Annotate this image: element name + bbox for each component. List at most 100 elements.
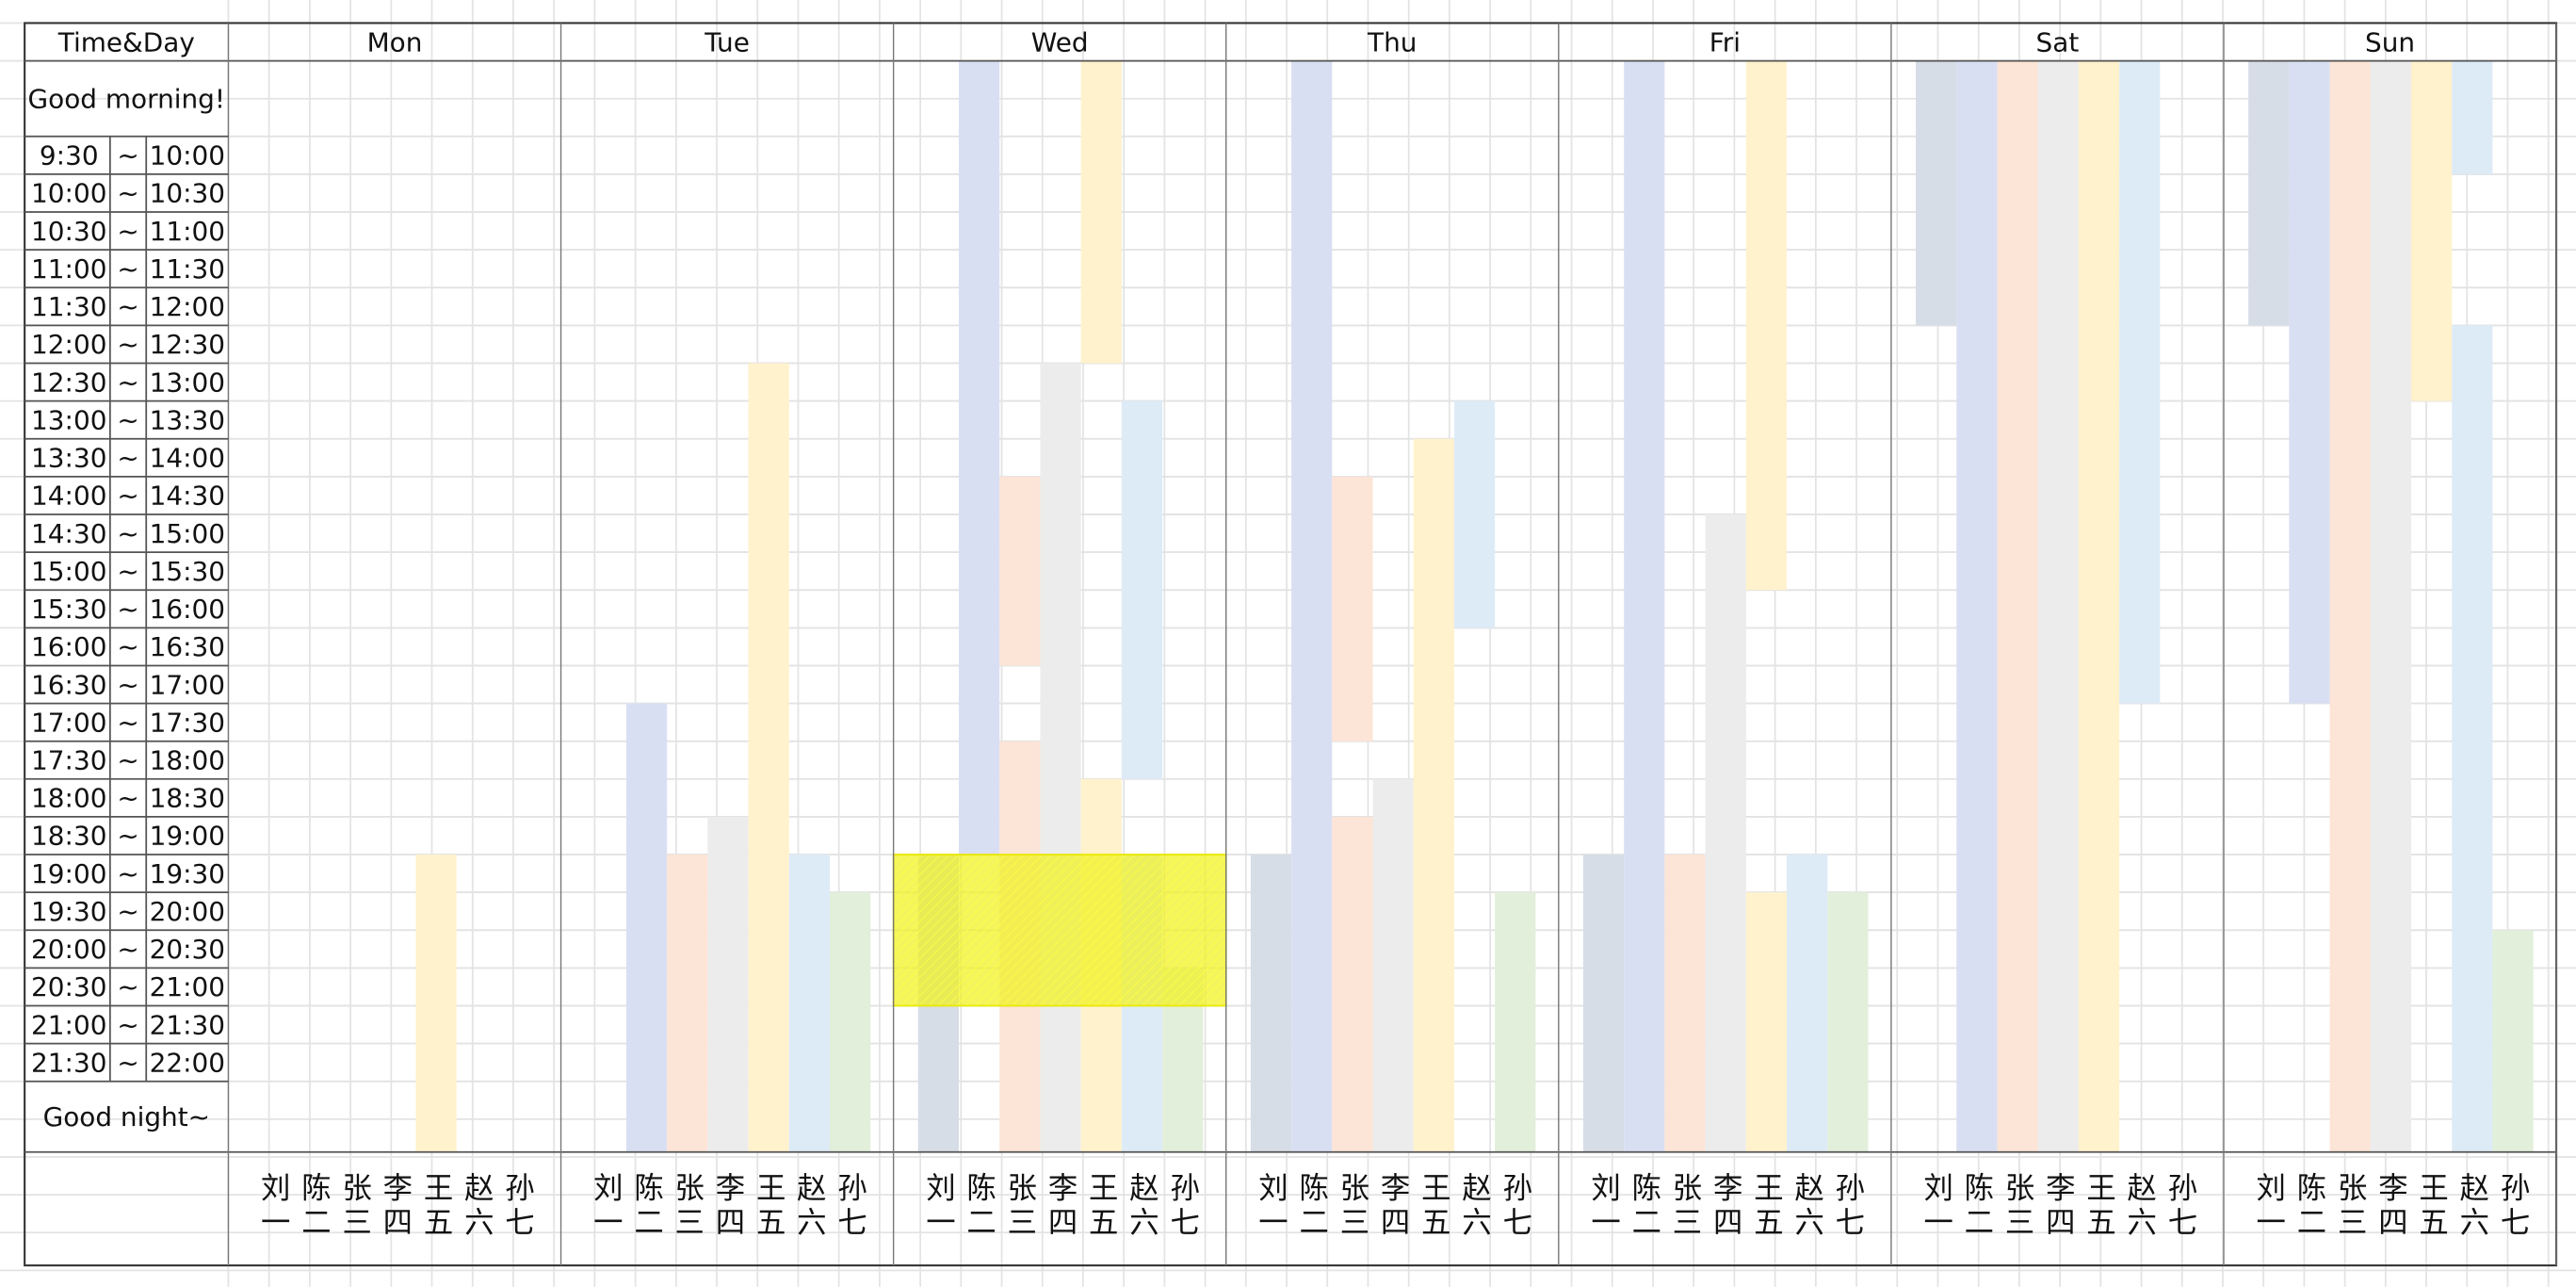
slot-start: 11:00 <box>31 253 106 285</box>
slot-start: 11:30 <box>31 291 106 322</box>
availability-block <box>1745 60 1788 591</box>
slot-sep: ~ <box>117 404 138 435</box>
slot-end: 14:30 <box>150 481 225 512</box>
person-name: 孙七 <box>501 1172 535 1241</box>
slot-sep: ~ <box>117 443 138 474</box>
slot-start: 9:30 <box>40 140 99 171</box>
slot-sep: ~ <box>117 744 138 775</box>
slot-start: 15:00 <box>31 556 106 587</box>
availability-block <box>2452 60 2493 174</box>
slot-end: 21:00 <box>150 971 225 1002</box>
person-name: 李四 <box>379 1171 413 1241</box>
person-name: 孙七 <box>1166 1172 1200 1241</box>
person-name: 刘一 <box>589 1171 623 1241</box>
person-name: 张三 <box>1336 1172 1369 1241</box>
slot-end: 21:30 <box>150 1009 225 1040</box>
slot-start: 13:30 <box>31 443 106 474</box>
slot-sep: ~ <box>117 140 138 171</box>
availability-block <box>1080 60 1122 364</box>
person-name: 孙七 <box>1499 1172 1532 1241</box>
day-header: Wed <box>1031 26 1089 57</box>
person-name: 王五 <box>419 1172 453 1241</box>
availability-block <box>1250 855 1292 1152</box>
availability-block <box>1372 778 1414 1152</box>
selection-hatch <box>893 855 1226 1006</box>
slot-end: 16:30 <box>150 631 225 662</box>
availability-block <box>748 363 789 1152</box>
slot-sep: ~ <box>117 858 138 889</box>
person-name: 王五 <box>2415 1172 2449 1241</box>
slot-start: 20:30 <box>31 971 106 1002</box>
slot-end: 12:30 <box>150 329 225 360</box>
availability-block <box>625 703 668 1152</box>
availability-block <box>2248 60 2290 326</box>
availability-block <box>415 855 457 1152</box>
slot-end: 15:00 <box>150 518 225 549</box>
person-name: 赵六 <box>1790 1171 1824 1241</box>
person-name: 李四 <box>2373 1171 2407 1241</box>
slot-start: 14:30 <box>31 518 106 549</box>
availability-block <box>1332 476 1373 741</box>
person-name: 陈二 <box>1628 1171 1661 1241</box>
availability-block <box>667 855 708 1152</box>
day-header: Thu <box>1367 26 1417 57</box>
slot-end: 22:00 <box>150 1047 225 1078</box>
slot-start: 10:00 <box>31 178 106 209</box>
slot-end: 19:00 <box>150 821 225 852</box>
person-name: 陈二 <box>1295 1171 1329 1241</box>
slot-end: 13:00 <box>150 367 225 398</box>
slot-end: 11:30 <box>150 253 225 285</box>
person-name: 李四 <box>1709 1171 1742 1241</box>
slot-end: 18:00 <box>150 744 225 775</box>
slot-end: 15:30 <box>150 556 225 587</box>
slot-start: 21:30 <box>31 1047 106 1078</box>
availability-block <box>1453 400 1496 628</box>
availability-block <box>1916 60 1957 326</box>
slot-end: 12:00 <box>150 291 225 322</box>
day-header: Fri <box>1709 26 1741 57</box>
slot-start: 20:00 <box>31 934 106 965</box>
availability-block <box>2289 60 2330 704</box>
slot-end: 17:00 <box>150 669 225 700</box>
person-name: 赵六 <box>2455 1171 2489 1241</box>
slot-start: 13:00 <box>31 404 106 435</box>
slot-sep: ~ <box>117 707 138 738</box>
person-name: 李四 <box>1044 1171 1077 1241</box>
day-header: Sat <box>2036 26 2080 57</box>
person-name: 赵六 <box>792 1171 826 1241</box>
slot-sep: ~ <box>117 896 138 927</box>
slot-start: 21:00 <box>31 1009 106 1040</box>
slot-end: 20:30 <box>150 934 225 965</box>
slot-end: 18:30 <box>150 783 225 814</box>
availability-block <box>2492 930 2534 1152</box>
slot-sep: ~ <box>117 253 138 285</box>
slot-end: 20:00 <box>150 896 225 927</box>
slot-sep: ~ <box>117 216 138 247</box>
person-name: 赵六 <box>460 1171 494 1241</box>
person-name: 张三 <box>1003 1172 1037 1241</box>
person-name: 王五 <box>1084 1172 1118 1241</box>
availability-block <box>2119 60 2161 704</box>
slot-start: 14:00 <box>31 481 106 512</box>
slot-sep: ~ <box>117 1047 138 1078</box>
slot-start: 12:30 <box>31 367 106 398</box>
person-name: 刘一 <box>2252 1171 2286 1241</box>
slot-start: 10:30 <box>31 216 106 247</box>
availability-block <box>2037 60 2079 1152</box>
slot-start: 18:30 <box>31 821 106 852</box>
slot-sep: ~ <box>117 291 138 322</box>
availability-block <box>1413 438 1454 1152</box>
slot-sep: ~ <box>117 631 138 662</box>
person-name: 陈二 <box>963 1171 996 1241</box>
corner-label: Time&Day <box>57 26 195 57</box>
person-name: 陈二 <box>1960 1171 1994 1241</box>
slot-end: 14:00 <box>150 443 225 474</box>
availability-block <box>1745 892 1788 1152</box>
person-name: 陈二 <box>2292 1171 2326 1241</box>
availability-block <box>788 855 830 1152</box>
slot-end: 10:00 <box>150 140 225 171</box>
day-header: Sun <box>2365 26 2415 57</box>
greeting-bottom: Good night~ <box>43 1101 210 1132</box>
person-name: 张三 <box>2333 1172 2367 1241</box>
